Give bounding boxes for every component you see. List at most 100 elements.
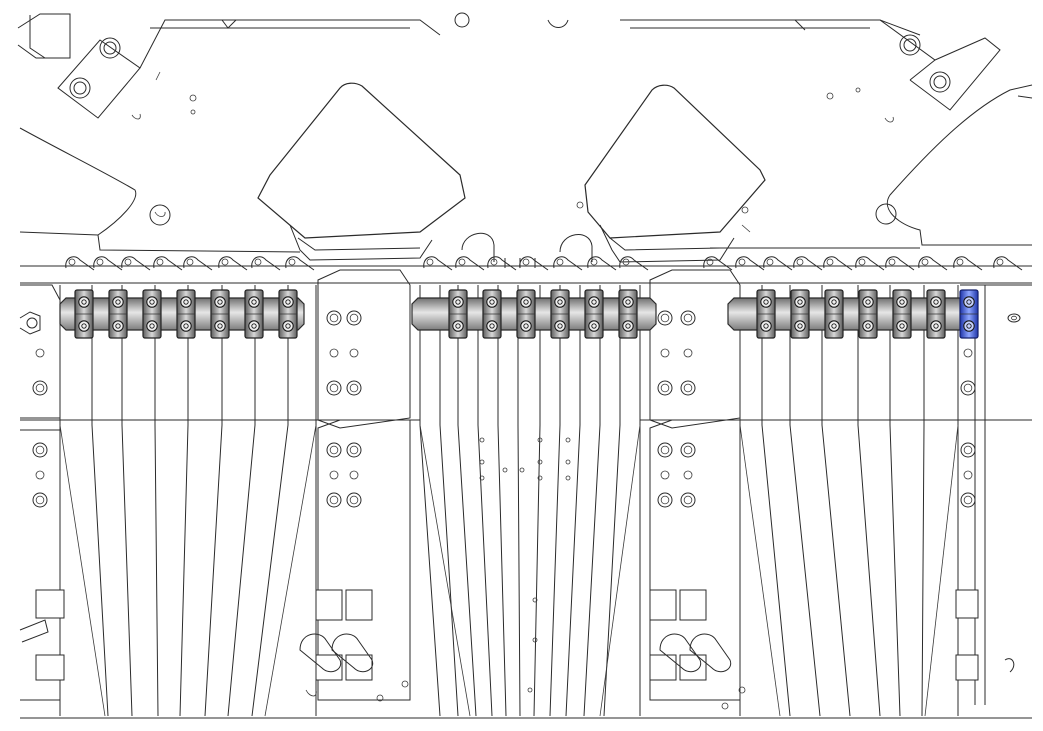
- clamp-block[interactable]: [618, 289, 638, 339]
- clamp-screw: [760, 296, 772, 308]
- blade-edge: [477, 285, 493, 717]
- hole: [683, 470, 693, 480]
- spring-hook: [823, 256, 853, 271]
- clamp-block[interactable]: [278, 289, 298, 339]
- bolt: [680, 310, 696, 326]
- clamp-screw: [78, 296, 90, 308]
- blade-strips: [59, 285, 959, 717]
- blade-hole: [519, 467, 525, 473]
- clamp-block[interactable]: [448, 289, 468, 339]
- bolt: [326, 442, 342, 458]
- spring-hook: [455, 256, 485, 271]
- clamp-screw: [180, 320, 192, 332]
- blade-edge: [549, 285, 561, 717]
- blade-edge: [419, 285, 441, 717]
- bolt: [32, 492, 48, 508]
- bolt: [346, 492, 362, 508]
- clamp-bar-center: [411, 289, 657, 339]
- clamp-screw: [896, 296, 908, 308]
- clamp-screw: [588, 296, 600, 308]
- spring-hook: [885, 256, 915, 271]
- blade-edge: [889, 285, 901, 717]
- blade-edge: [457, 285, 477, 717]
- clamp-screw: [862, 296, 874, 308]
- clamp-screw: [963, 296, 975, 308]
- clamp-screw: [214, 320, 226, 332]
- hole: [35, 348, 45, 358]
- clamp-block[interactable]: [550, 289, 570, 339]
- clamp-screw: [486, 296, 498, 308]
- clamp-screw: [282, 296, 294, 308]
- blade-edge: [533, 285, 541, 717]
- hole: [349, 348, 359, 358]
- clamp-block[interactable]: [74, 289, 94, 339]
- clamp-bar-left: [59, 289, 305, 339]
- lower-brackets: [19, 589, 1015, 710]
- clamp-block[interactable]: [210, 289, 230, 339]
- spring-hook: [855, 256, 885, 271]
- blade-edge: [121, 285, 133, 717]
- blade-holes: [479, 437, 571, 693]
- spring-hook: [993, 256, 1023, 271]
- bolt: [657, 442, 673, 458]
- clamp-block[interactable]: [516, 289, 536, 339]
- blade-taper: [59, 424, 106, 717]
- clamp-block[interactable]: [108, 289, 128, 339]
- clamp-block[interactable]: [892, 289, 912, 339]
- bolt: [680, 442, 696, 458]
- clamp-block[interactable]: [858, 289, 878, 339]
- spring-hook: [423, 256, 453, 271]
- blade-hole: [502, 467, 508, 473]
- clamp-screw: [452, 320, 464, 332]
- selected-clamp[interactable]: [959, 289, 979, 339]
- clamp-screw: [282, 320, 294, 332]
- blade-hole: [479, 459, 485, 465]
- bolt: [326, 310, 342, 326]
- blade-edge: [251, 285, 289, 717]
- bolt: [680, 380, 696, 396]
- blade-hole: [479, 475, 485, 481]
- bolt: [657, 380, 673, 396]
- blade-edge: [821, 285, 851, 717]
- blade-edge: [154, 285, 159, 717]
- blade-hole: [537, 459, 543, 465]
- clamp-screw: [896, 320, 908, 332]
- clamp-block[interactable]: [244, 289, 264, 339]
- clamp-screw: [794, 320, 806, 332]
- bolt: [326, 380, 342, 396]
- hole: [660, 470, 670, 480]
- bolt: [960, 380, 976, 396]
- clamp-block[interactable]: [176, 289, 196, 339]
- clamp-screw: [146, 320, 158, 332]
- bolt: [657, 492, 673, 508]
- blade-hole: [479, 437, 485, 443]
- spring-hook: [251, 256, 281, 271]
- clamp-screw: [554, 320, 566, 332]
- blade-edge: [179, 285, 189, 717]
- clamp-screw: [452, 296, 464, 308]
- hole: [660, 348, 670, 358]
- spring-hook: [487, 256, 517, 271]
- blade-edge: [789, 285, 821, 717]
- clamp-block[interactable]: [926, 289, 946, 339]
- clamp-screw: [146, 296, 158, 308]
- clamp-screw: [486, 320, 498, 332]
- clamp-screw: [862, 320, 874, 332]
- blade-taper: [419, 424, 471, 717]
- spring-hook: [703, 256, 733, 271]
- blade-edge: [761, 285, 791, 717]
- bolt: [960, 442, 976, 458]
- clamp-screw: [622, 296, 634, 308]
- blade-edge: [91, 285, 109, 717]
- clamp-block[interactable]: [790, 289, 810, 339]
- clamp-screw: [520, 296, 532, 308]
- bolt: [657, 310, 673, 326]
- clamp-block[interactable]: [756, 289, 776, 339]
- clamp-block[interactable]: [824, 289, 844, 339]
- clamp-block[interactable]: [584, 289, 604, 339]
- blade-taper: [924, 424, 959, 717]
- clamp-block[interactable]: [482, 289, 502, 339]
- clamp-screw: [554, 296, 566, 308]
- clamp-block[interactable]: [142, 289, 162, 339]
- blade-edge: [517, 285, 521, 717]
